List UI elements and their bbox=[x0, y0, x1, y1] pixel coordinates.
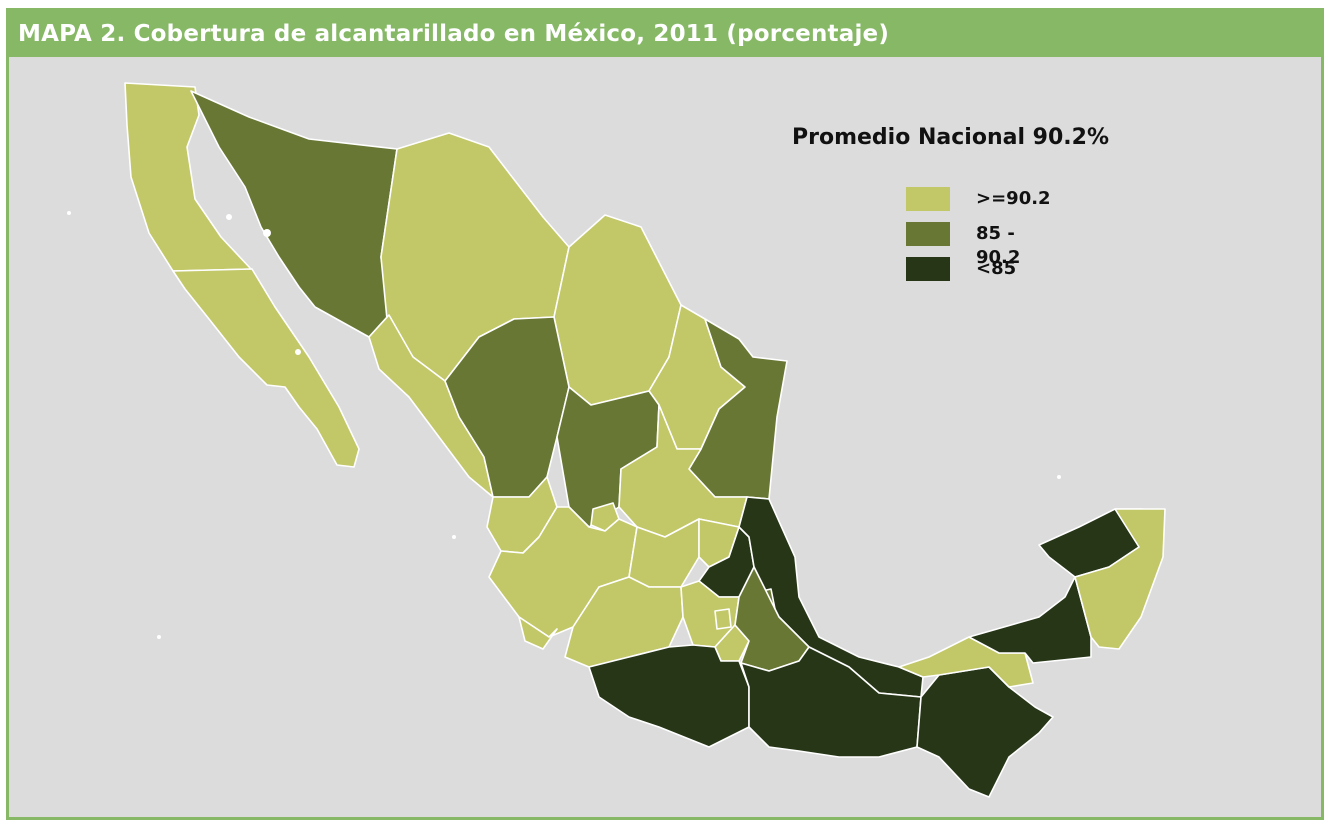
island bbox=[226, 214, 232, 220]
region-sonora bbox=[190, 90, 398, 338]
island bbox=[452, 535, 456, 539]
region-durango bbox=[444, 316, 570, 498]
map-title: MAPA 2. Cobertura de alcantarillado en M… bbox=[9, 11, 1321, 57]
legend-label-mid: 85 - 90.2 bbox=[976, 223, 1021, 268]
map-area: Promedio Nacional 90.2% >=90.2 85 - 90.2… bbox=[9, 57, 1321, 817]
legend-title: Promedio Nacional 90.2% bbox=[792, 125, 1109, 150]
islands bbox=[67, 211, 1061, 639]
region-chiapas bbox=[916, 666, 1054, 798]
legend-label-high: >=90.2 bbox=[976, 188, 1051, 209]
island bbox=[157, 635, 161, 639]
region-tabasco bbox=[898, 636, 1034, 688]
legend-label-low: <85 bbox=[976, 258, 1017, 279]
region-campeche bbox=[968, 576, 1092, 664]
region-baja-california-sur bbox=[172, 268, 360, 468]
region-guerrero bbox=[588, 644, 750, 748]
legend-swatch-high bbox=[906, 187, 950, 211]
legend-swatch-mid bbox=[906, 222, 950, 246]
mexico-map bbox=[67, 82, 1166, 798]
region-quintana-roo bbox=[1074, 508, 1166, 650]
island bbox=[67, 211, 71, 215]
region-colima bbox=[518, 616, 558, 650]
island bbox=[295, 349, 301, 355]
region-ciudad-de-mexico bbox=[714, 608, 732, 630]
island bbox=[1057, 475, 1061, 479]
map-frame: MAPA 2. Cobertura de alcantarillado en M… bbox=[6, 8, 1324, 820]
legend-swatch-low bbox=[906, 257, 950, 281]
island bbox=[263, 229, 271, 237]
